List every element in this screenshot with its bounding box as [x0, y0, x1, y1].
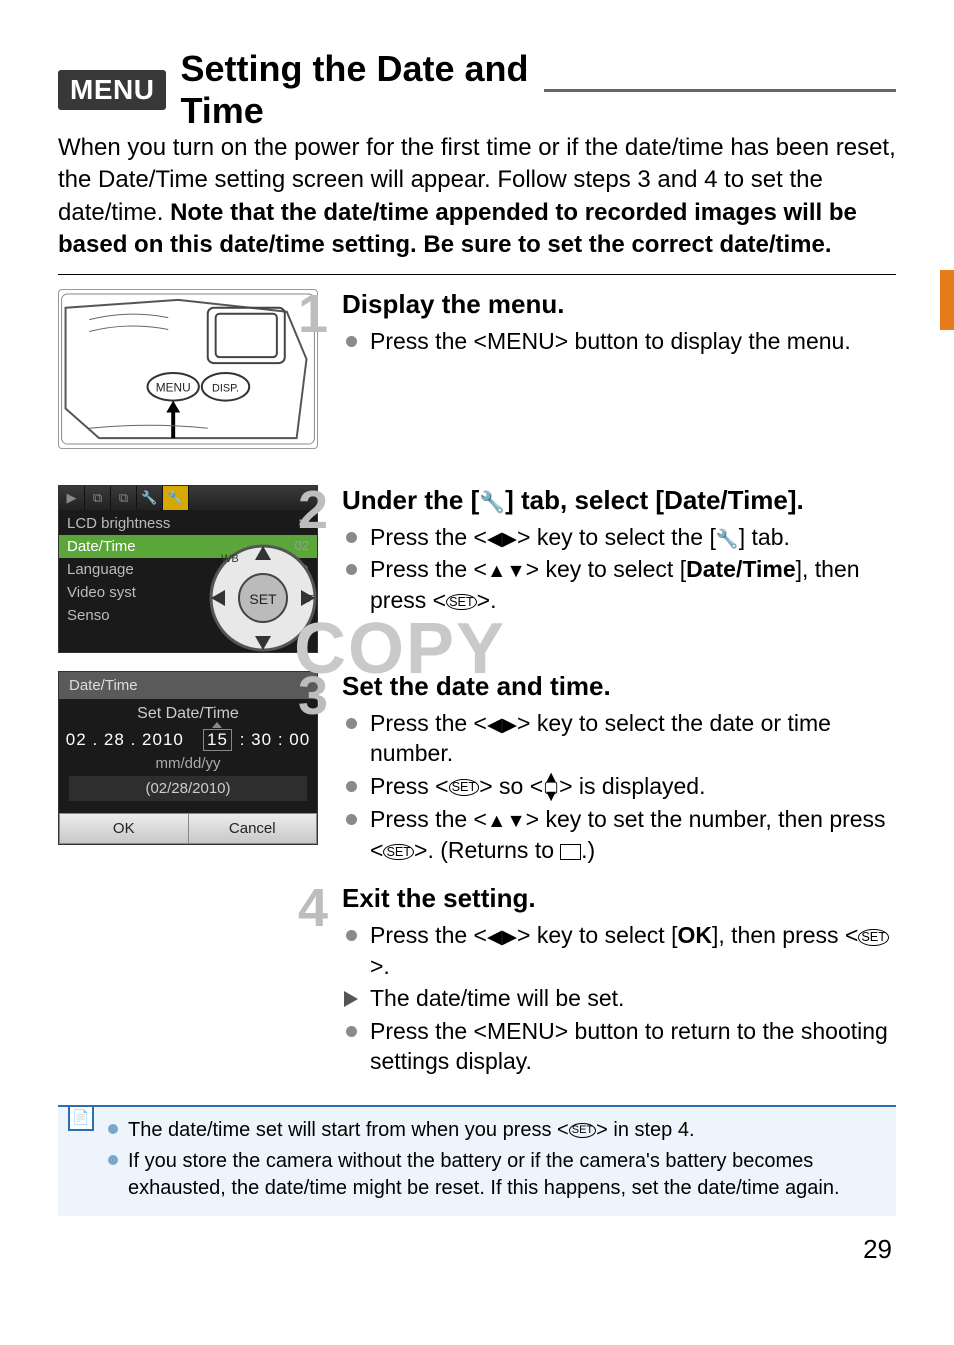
step-3-number: 3: [298, 665, 328, 727]
step-4-number: 4: [298, 877, 328, 939]
dt-format: mm/dd/yy: [59, 755, 317, 772]
svg-text:WB: WB: [221, 553, 239, 565]
step-3-item-1: Press <SET> so <▲▢▼> is displayed.: [342, 771, 896, 802]
dial-overlay-icon: SET WB AF: [203, 538, 318, 653]
note-list: The date/time set will start from when y…: [106, 1117, 882, 1202]
step-2-number: 2: [298, 479, 328, 541]
steps: MENU DISP. 1 Display the menu. Press the: [58, 289, 896, 1079]
step-3-item-0: Press the <> key to select the date or t…: [342, 708, 896, 769]
step-3-head: Set the date and time.: [342, 671, 896, 702]
step-2-item-1: Press the <> key to select [Date/Time], …: [342, 554, 896, 615]
note-box: 📄 The date/time set will start from when…: [58, 1105, 896, 1216]
menu-tabs: ▶ ⧉ ⧉ 🔧 🔧: [59, 486, 317, 510]
menu-item-0: LCD brightness✻: [59, 512, 317, 535]
step-2-text: 2 Under the [] tab, select [Date/Time]. …: [334, 485, 896, 618]
camera-svg: MENU DISP.: [59, 290, 317, 448]
dt-ok-button: OK: [59, 813, 188, 844]
menu-badge: MENU: [58, 70, 166, 110]
step-4: 4 Exit the setting. Press the <> key to …: [58, 883, 896, 1078]
step-1: MENU DISP. 1 Display the menu. Press the: [58, 289, 896, 449]
svg-text:SET: SET: [249, 591, 277, 607]
svg-text:DISP.: DISP.: [212, 382, 239, 394]
page-number: 29: [58, 1234, 896, 1265]
svg-text:MENU: MENU: [156, 380, 191, 394]
step-4-head: Exit the setting.: [342, 883, 896, 914]
intro-bold: Note that the date/time appended to reco…: [58, 199, 857, 258]
step-3-item-2: Press the <> key to set the number, then…: [342, 804, 896, 865]
note-0: The date/time set will start from when y…: [106, 1117, 882, 1144]
datetime-dialog: Date/Time Set Date/Time 02 . 28 . 2010 1…: [58, 671, 334, 845]
menu-screenshot: ▶ ⧉ ⧉ 🔧 🔧 LCD brightness✻ Date/Time02 La…: [58, 485, 334, 653]
title-row: MENU Setting the Date and Time: [58, 48, 896, 132]
step-1-bullets: Press the <MENU> button to display the m…: [342, 326, 896, 356]
step-4-item-1: The date/time will be set.: [342, 983, 896, 1013]
dt-subtitle: Set Date/Time: [59, 705, 317, 723]
step-4-text: 4 Exit the setting. Press the <> key to …: [334, 883, 896, 1078]
step-4-item-2: Press the <MENU> button to return to the…: [342, 1016, 896, 1077]
step-1-text: 1 Display the menu. Press the <MENU> but…: [334, 289, 896, 358]
dt-buttons: OK Cancel: [59, 813, 317, 844]
svg-text:AF: AF: [301, 594, 314, 605]
intro-paragraph: When you turn on the power for the first…: [58, 132, 896, 262]
side-tab: [940, 270, 954, 330]
step-2-head: Under the [] tab, select [Date/Time].: [342, 485, 896, 516]
step-3: Date/Time Set Date/Time 02 . 28 . 2010 1…: [58, 671, 896, 868]
divider: [58, 274, 896, 275]
step-2: ▶ ⧉ ⧉ 🔧 🔧 LCD brightness✻ Date/Time02 La…: [58, 485, 896, 653]
menu-tab-1: ⧉: [85, 486, 111, 510]
step-1-head: Display the menu.: [342, 289, 896, 320]
page-title: Setting the Date and Time: [180, 48, 532, 132]
dt-cancel-button: Cancel: [188, 813, 318, 844]
note-icon: 📄: [68, 1105, 94, 1131]
step-4-bullets: Press the <> key to select [OK], then pr…: [342, 920, 896, 1076]
step-1-item-0: Press the <MENU> button to display the m…: [342, 326, 896, 356]
step-2-bullets: Press the <> key to select the [] tab. P…: [342, 522, 896, 616]
note-1: If you store the camera without the batt…: [106, 1148, 882, 1202]
dt-fulldate: (02/28/2010): [69, 776, 307, 801]
camera-illustration: MENU DISP.: [58, 289, 334, 449]
dt-boxed: 15: [203, 729, 232, 751]
menu-tab-4: 🔧: [163, 486, 189, 510]
menu-tab-2: ⧉: [111, 486, 137, 510]
step-2-item-0: Press the <> key to select the [] tab.: [342, 522, 896, 553]
step-3-text: 3 Set the date and time. Press the <> ke…: [334, 671, 896, 868]
page: MENU Setting the Date and Time When you …: [0, 0, 954, 1285]
dt-row: 02 . 28 . 2010 15 : 30 : 00: [59, 729, 317, 751]
menu-tab-3: 🔧: [137, 486, 163, 510]
step-3-bullets: Press the <> key to select the date or t…: [342, 708, 896, 866]
step-1-number: 1: [298, 283, 328, 345]
title-rule: [544, 89, 896, 92]
menu-tab-0: ▶: [59, 486, 85, 510]
dt-title: Date/Time: [59, 672, 317, 699]
step-4-item-0: Press the <> key to select [OK], then pr…: [342, 920, 896, 981]
